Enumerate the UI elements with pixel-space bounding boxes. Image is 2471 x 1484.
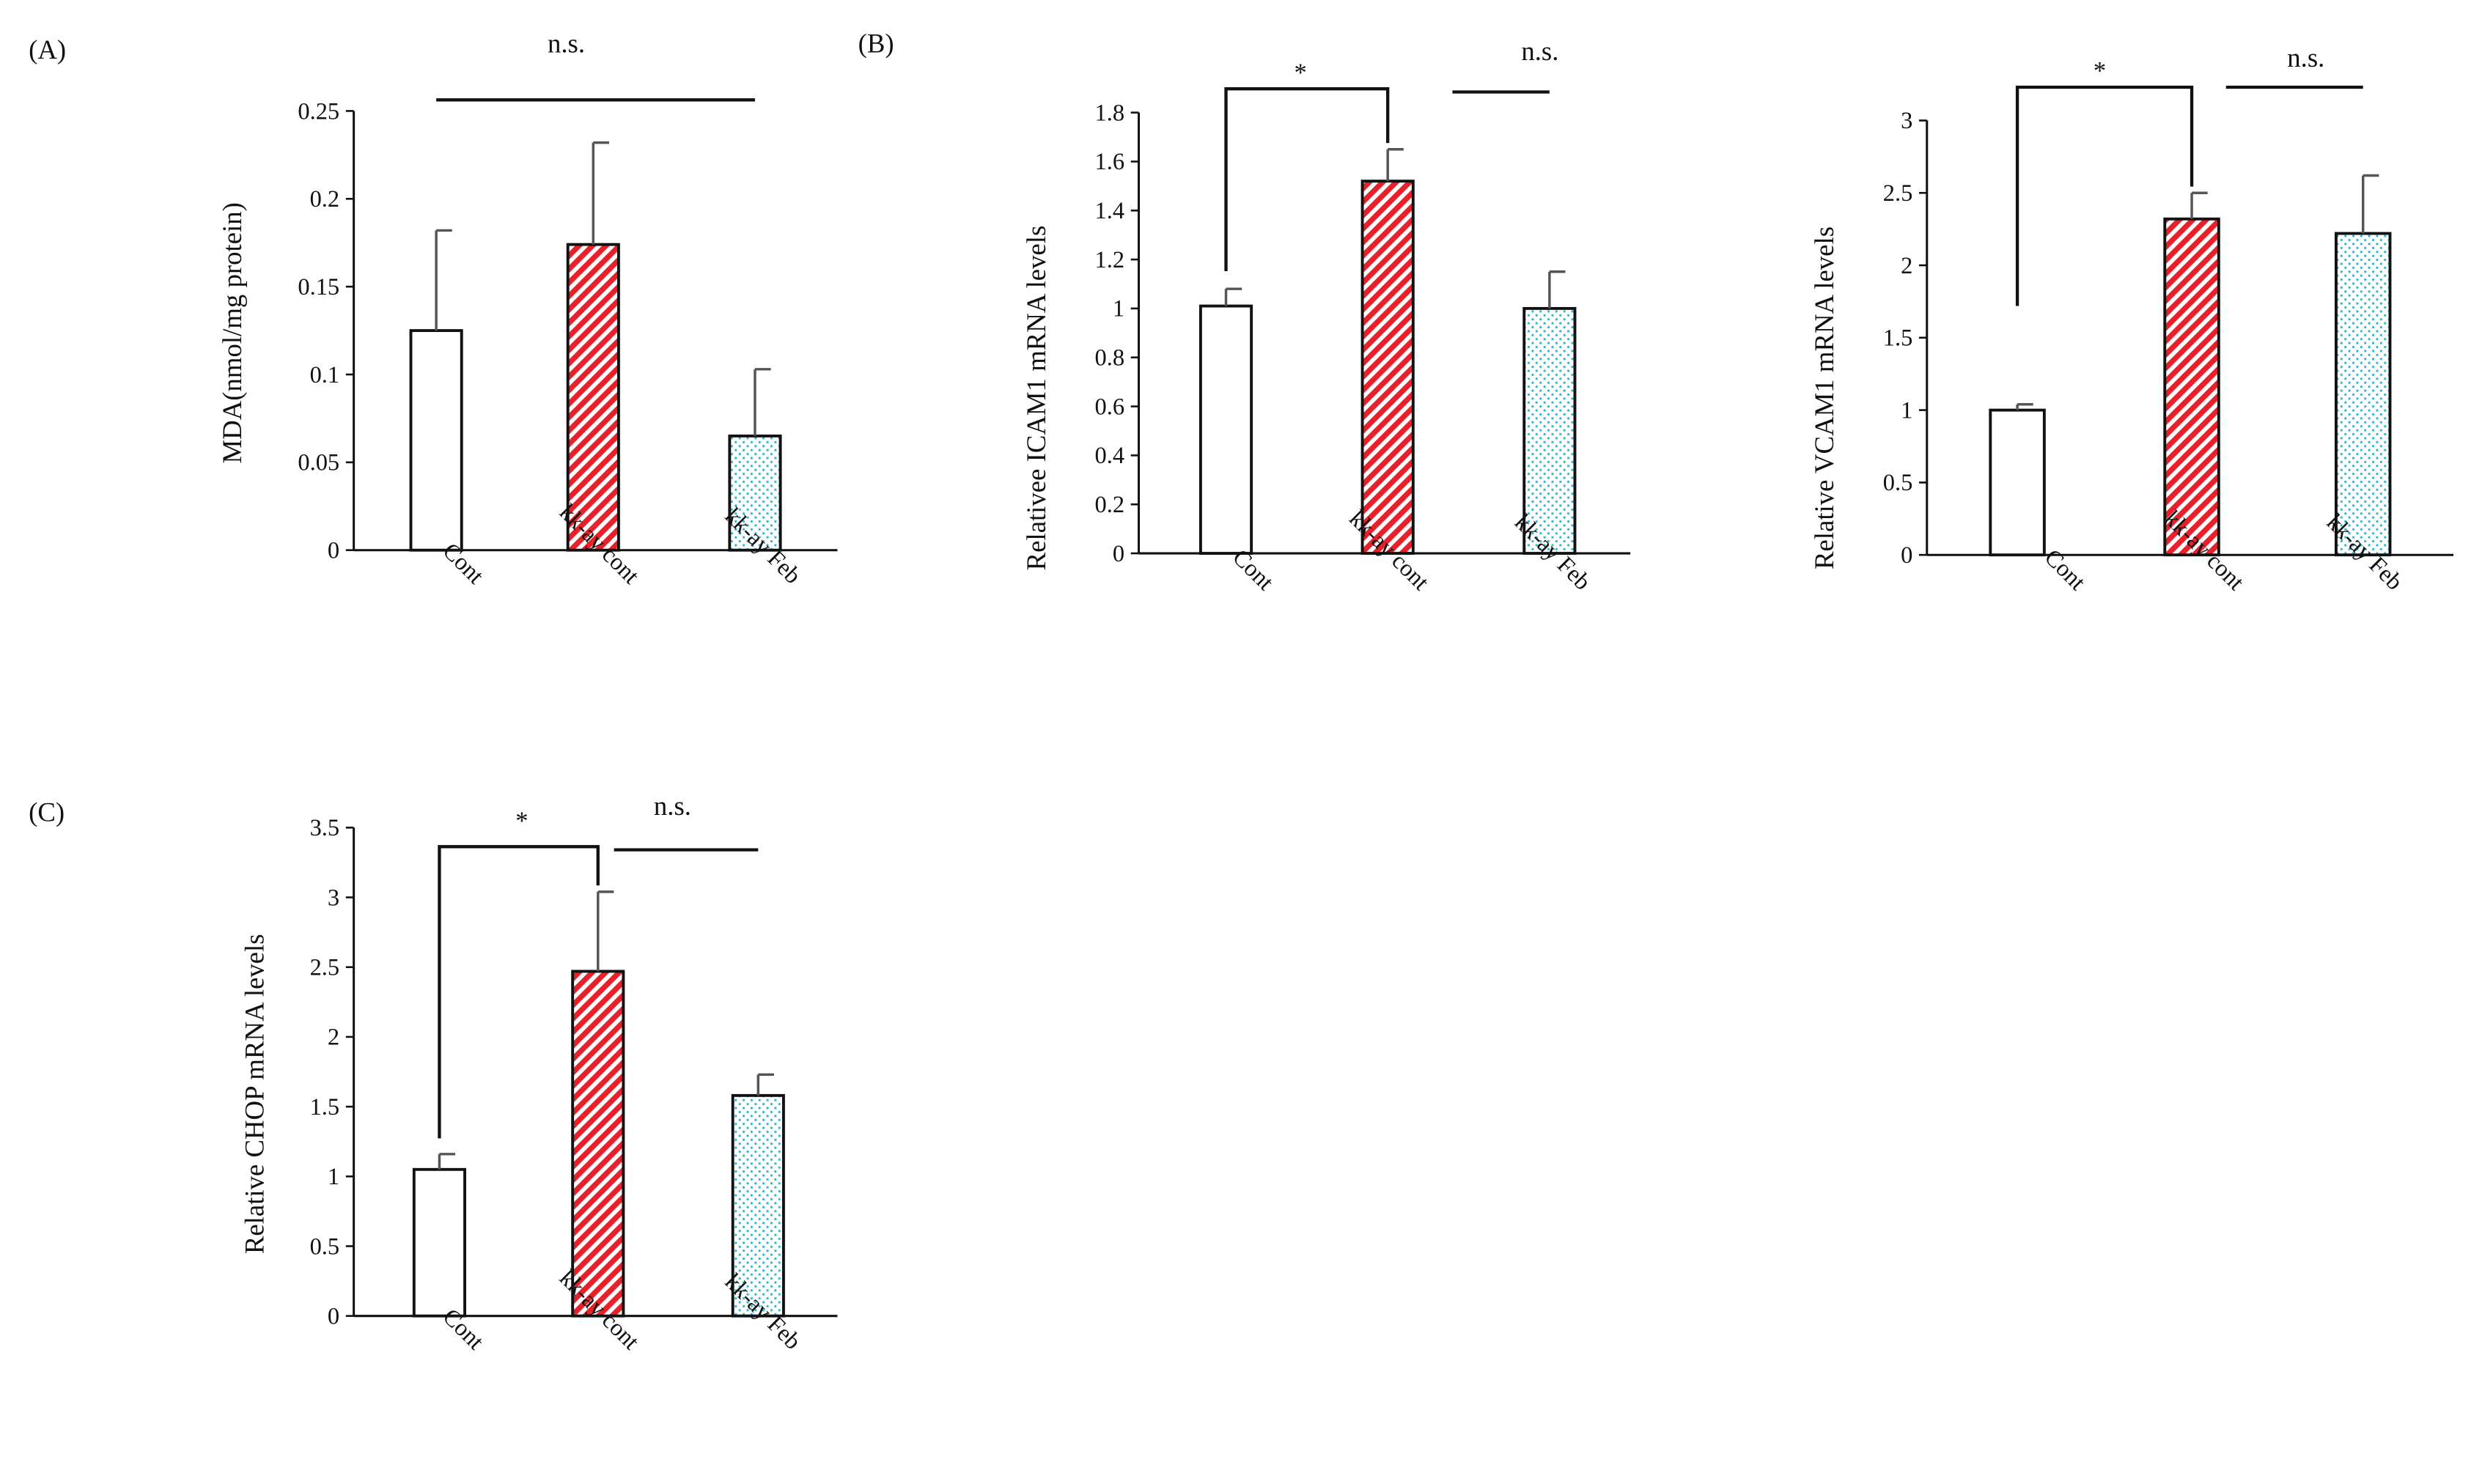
bar xyxy=(1989,408,2046,557)
significance-label: * xyxy=(1295,59,1307,86)
y-tick-label: 0.2 xyxy=(310,186,340,213)
y-tick-label: 3.5 xyxy=(310,815,340,841)
y-tick-label: 1 xyxy=(1901,397,1912,424)
significance-bracket xyxy=(2015,85,2194,306)
y-tick-label: 0.5 xyxy=(1883,470,1913,496)
y-tick-label: 0.05 xyxy=(298,450,339,476)
y-tick-label: 1.2 xyxy=(1095,247,1125,273)
bar xyxy=(1360,180,1415,555)
y-tick-label: 0.2 xyxy=(1095,492,1125,518)
y-tick-label: 0.4 xyxy=(1095,443,1125,469)
panel-label: (A) xyxy=(29,34,66,64)
y-tick-label: 0 xyxy=(1113,541,1124,567)
y-tick-label: 3 xyxy=(328,885,339,911)
chart-panel-c: (C) Relative CHOP mRNA levels 0 0.5 1 1.5 2 2… xyxy=(29,791,838,1355)
y-tick-label: 0 xyxy=(328,538,339,564)
bar xyxy=(731,1093,785,1318)
y-tick-label: 3 xyxy=(1901,108,1912,134)
y-tick-label: 1.4 xyxy=(1095,198,1125,224)
y-tick-label: 2.5 xyxy=(310,955,340,981)
bar xyxy=(412,1167,467,1318)
chart-body: 0 0.5 1 1.5 2 2.5 3 3.5 xyxy=(310,815,838,1329)
chart-panel-a: (A) MDA(nmol/mg protein) 0 0.05 0.1 0.15 0.2… xyxy=(29,28,838,589)
significance-bracket xyxy=(438,845,600,1139)
significance-label: n.s. xyxy=(654,791,691,821)
y-tick-label: 1.8 xyxy=(1095,100,1125,126)
bar xyxy=(1522,306,1577,555)
bar xyxy=(2334,232,2392,557)
panel-label: (C) xyxy=(29,797,65,827)
y-tick-label: 0.25 xyxy=(298,98,339,125)
significance-label: n.s. xyxy=(548,28,585,58)
y-tick-label: 0.1 xyxy=(310,362,340,388)
y-tick-label: 2 xyxy=(328,1025,339,1051)
bar xyxy=(1198,304,1253,555)
y-axis-label: Relative VCAM1 mRNA levels xyxy=(1809,226,1839,569)
category-label: Cont xyxy=(2039,544,2091,596)
significance-label: * xyxy=(2093,57,2106,85)
bar xyxy=(409,329,463,552)
chart-panel-b-vcam1: Relative VCAM1 mRNA levels 0 0.5 1 1.5 2 2.5 3… xyxy=(1809,43,2454,596)
chart-panel-b-icam1: (B) Relativee ICAM1 mRNA levels 00.20.40… xyxy=(858,28,1631,596)
y-axis-label: Relative CHOP mRNA levels xyxy=(239,934,269,1254)
y-tick-label: 0.5 xyxy=(310,1233,340,1260)
y-tick-label: 2.5 xyxy=(1883,180,1913,207)
y-tick-label: 1.5 xyxy=(310,1094,340,1121)
y-tick-label: 0.6 xyxy=(1095,394,1125,420)
y-tick-label: 1 xyxy=(328,1164,339,1190)
panel-label: (B) xyxy=(858,28,894,58)
bar xyxy=(2163,217,2220,557)
y-tick-label: 0.8 xyxy=(1095,345,1125,372)
y-tick-label: 1 xyxy=(1113,296,1124,322)
significance-bracket xyxy=(1224,86,1390,271)
y-tick-label: 0 xyxy=(328,1303,339,1329)
y-tick-label: 1.6 xyxy=(1095,149,1125,175)
bar xyxy=(571,970,625,1318)
significance-label: n.s. xyxy=(1521,36,1558,66)
y-tick-label: 0 xyxy=(1901,542,1912,569)
y-axis-label: MDA(nmol/mg protein) xyxy=(217,202,247,463)
y-axis-label: Relativee ICAM1 mRNA levels xyxy=(1021,226,1051,571)
significance-label: * xyxy=(515,807,528,835)
y-tick-label: 1.5 xyxy=(1883,325,1913,352)
y-tick-label: 2 xyxy=(1901,253,1912,279)
chart-body: 0 0.5 1 1.5 2 2.5 3 xyxy=(1883,85,2454,569)
chart-body: 0 0.05 0.1 0.15 0.2 0.25 xyxy=(298,98,838,564)
chart-body: 0 0.2 0.4 0.6 0.8 1 1.2 1.4 1.6 1.8 xyxy=(1095,86,1631,567)
y-tick-label: 0.15 xyxy=(298,274,339,300)
significance-label: n.s. xyxy=(2287,43,2324,73)
